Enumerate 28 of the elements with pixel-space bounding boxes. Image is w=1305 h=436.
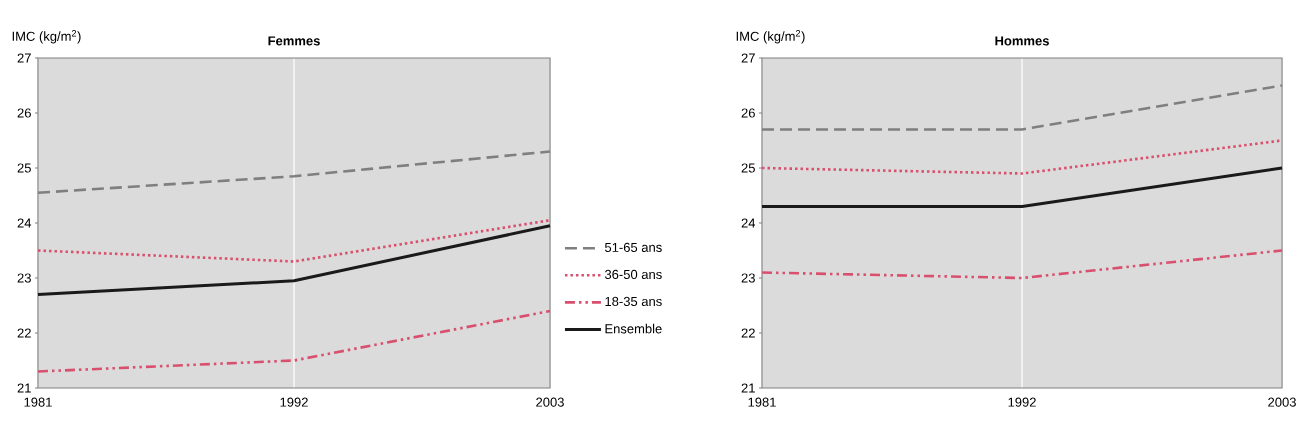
y-tick-label: 27 (741, 53, 755, 63)
y-axis-title: IMC (kg/m$^{2}$) (736, 30, 805, 44)
x-tick-label: 1981 (24, 397, 52, 407)
y-axis-title: IMC (kg/m$^{2}$) (12, 30, 81, 44)
x-tick-label: 1992 (280, 397, 308, 407)
y-tick-label: 22 (741, 328, 755, 338)
legend-label: 36-50 ans (604, 269, 662, 279)
legend-label: 51-65 ans (604, 242, 662, 252)
legend-label: Ensemble (605, 323, 662, 334)
y-tick-label: 24 (741, 218, 756, 228)
y-tick-label: 25 (741, 163, 755, 173)
y-tick-label: 21 (17, 383, 31, 393)
chart-title: Femmes (268, 36, 320, 46)
y-tick-label: 23 (741, 273, 755, 283)
y-tick-label: 24 (17, 218, 32, 228)
y-tick-label: 26 (17, 108, 31, 118)
y-tick-label: 26 (741, 108, 755, 118)
x-tick-label: 2003 (536, 397, 564, 407)
legend-label: 18-35 ans (605, 296, 662, 307)
y-tick-label: 21 (741, 383, 755, 393)
y-tick-label: 23 (17, 273, 31, 283)
y-tick-label: 27 (17, 53, 31, 63)
x-tick-label: 2003 (1268, 397, 1296, 407)
y-tick-label: 22 (17, 328, 31, 338)
x-tick-label: 1992 (1008, 397, 1036, 407)
chart-title: Hommes (995, 36, 1049, 46)
y-tick-label: 25 (17, 163, 31, 173)
x-tick-label: 1981 (748, 397, 776, 407)
